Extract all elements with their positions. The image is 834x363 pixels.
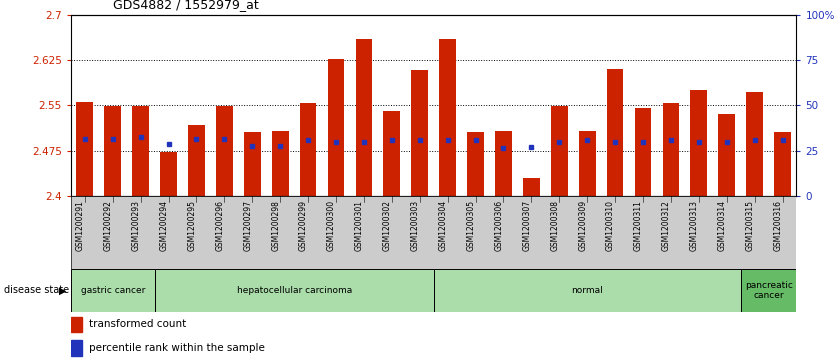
Bar	[71, 317, 82, 332]
Bar	[216, 106, 233, 196]
Text: ▶: ▶	[59, 285, 67, 295]
Text: GSM1200293: GSM1200293	[132, 200, 141, 250]
Bar	[154, 269, 434, 312]
Text: GSM1200294: GSM1200294	[159, 200, 168, 250]
Text: GSM1200301: GSM1200301	[355, 200, 364, 250]
Bar	[691, 90, 707, 196]
Text: GSM1200315: GSM1200315	[746, 200, 755, 250]
Bar	[299, 103, 316, 196]
Text: GSM1200302: GSM1200302	[383, 200, 392, 250]
Text: gastric cancer: gastric cancer	[81, 286, 145, 295]
Text: GSM1200300: GSM1200300	[327, 200, 336, 251]
Text: GSM1200299: GSM1200299	[299, 200, 308, 250]
Bar	[718, 114, 735, 196]
Text: GSM1200313: GSM1200313	[690, 200, 699, 250]
Text: GSM1200295: GSM1200295	[188, 200, 197, 250]
Text: GDS4882 / 1552979_at: GDS4882 / 1552979_at	[113, 0, 259, 11]
Text: percentile rank within the sample: percentile rank within the sample	[89, 343, 265, 353]
Bar	[355, 39, 372, 196]
Bar	[160, 152, 177, 196]
Bar	[77, 102, 93, 196]
Bar	[495, 131, 512, 196]
Text: GSM1200310: GSM1200310	[606, 200, 615, 250]
Text: pancreatic
cancer: pancreatic cancer	[745, 281, 792, 300]
Text: hepatocellular carcinoma: hepatocellular carcinoma	[237, 286, 352, 295]
Text: GSM1200312: GSM1200312	[662, 200, 671, 250]
Bar	[467, 132, 484, 196]
Bar	[635, 108, 651, 196]
Bar	[272, 131, 289, 196]
Text: GSM1200305: GSM1200305	[466, 200, 475, 251]
Bar	[71, 340, 82, 356]
Bar	[244, 132, 261, 196]
Bar	[606, 69, 624, 196]
Bar	[133, 106, 149, 196]
Bar	[774, 132, 791, 196]
Bar	[188, 125, 205, 196]
Bar	[579, 131, 595, 196]
Bar	[741, 269, 796, 312]
Text: GSM1200304: GSM1200304	[439, 200, 448, 251]
Text: normal: normal	[571, 286, 603, 295]
Text: GSM1200307: GSM1200307	[522, 200, 531, 251]
Text: GSM1200297: GSM1200297	[244, 200, 252, 250]
Bar	[551, 106, 568, 196]
Text: GSM1200303: GSM1200303	[410, 200, 420, 251]
Text: GSM1200298: GSM1200298	[271, 200, 280, 250]
Text: GSM1200314: GSM1200314	[718, 200, 726, 250]
Text: GSM1200296: GSM1200296	[215, 200, 224, 250]
Text: GSM1200309: GSM1200309	[578, 200, 587, 251]
Text: GSM1200311: GSM1200311	[634, 200, 643, 250]
Bar	[411, 70, 428, 196]
Bar	[434, 269, 741, 312]
Text: GSM1200308: GSM1200308	[550, 200, 560, 250]
Bar	[104, 106, 121, 196]
Text: GSM1200292: GSM1200292	[103, 200, 113, 250]
FancyBboxPatch shape	[71, 196, 796, 269]
Bar	[71, 269, 154, 312]
Bar	[523, 178, 540, 196]
Bar	[662, 103, 679, 196]
Bar	[440, 39, 456, 196]
Bar	[384, 111, 400, 196]
Bar	[328, 59, 344, 196]
Text: GSM1200291: GSM1200291	[76, 200, 85, 250]
Bar	[746, 92, 763, 196]
Text: disease state: disease state	[4, 285, 69, 295]
Text: GSM1200306: GSM1200306	[495, 200, 504, 251]
Text: GSM1200316: GSM1200316	[773, 200, 782, 250]
Text: transformed count: transformed count	[89, 319, 186, 330]
